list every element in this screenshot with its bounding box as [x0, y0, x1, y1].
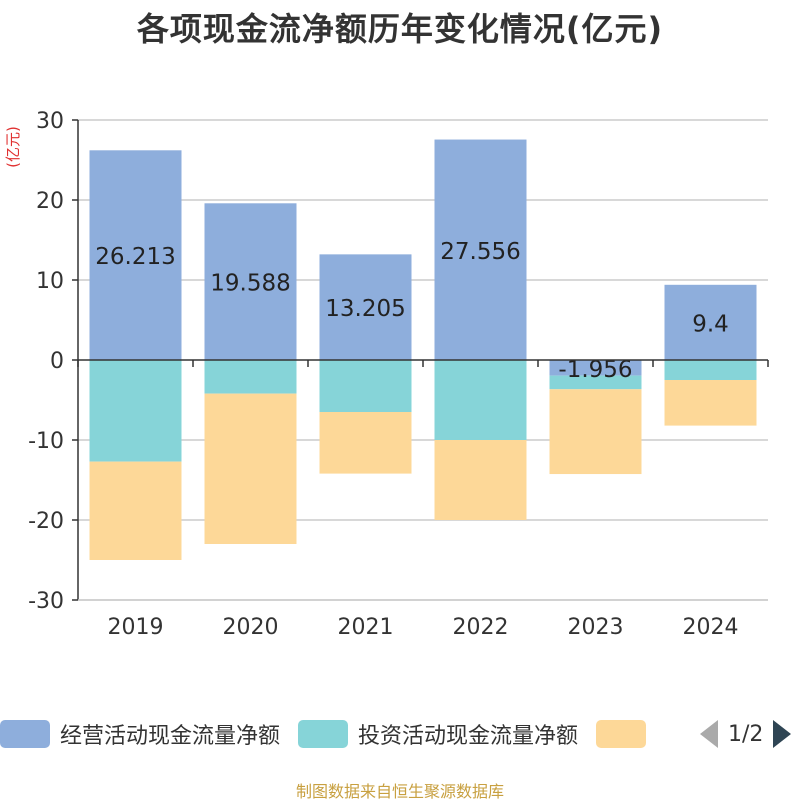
bar-s0-2021	[319, 254, 412, 360]
legend-label-operating: 经营活动现金流量净额	[60, 724, 281, 749]
bar-s1-2019	[89, 360, 182, 462]
data-label-2019: 26.213	[95, 244, 175, 270]
legend-swatch-investing	[298, 720, 349, 748]
legend-item-operating[interactable]: 经营活动现金流量净额	[0, 718, 280, 750]
y-tick-label-0: 0	[50, 349, 64, 374]
legend-pager: 1/2	[700, 716, 792, 752]
bar-s1-2020	[204, 360, 297, 394]
x-tick-label-2021: 2021	[338, 615, 394, 640]
bar-s2-2022	[434, 440, 527, 520]
pager-prev-icon[interactable]	[700, 720, 718, 748]
bar-s2-2019	[89, 461, 182, 560]
pager-text: 1/2	[728, 721, 764, 747]
legend-item-investing[interactable]: 投资活动现金流量净额	[298, 718, 578, 750]
y-tick-label--30: -30	[28, 589, 64, 614]
bar-s0-2024	[664, 284, 757, 360]
y-tick-label-20: 20	[36, 189, 64, 214]
bar-s2-2020	[204, 393, 297, 544]
footer-source: 制图数据来自恒生聚源数据库	[295, 782, 504, 801]
legend[interactable]: 经营活动现金流量净额 投资活动现金流量净额	[0, 716, 674, 752]
bar-s0-2023	[549, 360, 642, 376]
data-label-2023: -1.956	[558, 357, 632, 383]
data-label-2020: 19.588	[210, 271, 290, 297]
bar-s1-2022	[434, 360, 527, 440]
bar-s0-2019	[89, 150, 182, 360]
bar-s0-2022	[434, 139, 527, 360]
data-label-2021: 13.205	[325, 296, 405, 322]
bar-s0-2020	[204, 203, 297, 360]
x-tick-label-2024: 2024	[683, 615, 739, 640]
y-unit-label: (亿元)	[4, 126, 22, 168]
y-tick-label-10: 10	[36, 269, 64, 294]
bar-s2-2021	[319, 412, 412, 474]
bar-s2-2023	[549, 389, 642, 475]
legend-label-investing: 投资活动现金流量净额	[358, 724, 579, 749]
y-tick-label-30: 30	[36, 109, 64, 134]
x-tick-label-2023: 2023	[568, 615, 624, 640]
x-tick-label-2019: 2019	[108, 615, 164, 640]
chart-title: 各项现金流净额历年变化情况(亿元)	[136, 10, 664, 48]
legend-swatch-operating	[0, 720, 50, 748]
legend-item-financing[interactable]	[596, 720, 656, 748]
chart-area: 30 20 10 0 -10 -20 -30 (亿元) 26.213 19.588 13.205 27…	[4, 109, 769, 640]
data-label-2022: 27.556	[440, 239, 520, 265]
pager-next-icon[interactable]	[773, 720, 792, 748]
x-tick-label-2022: 2022	[453, 615, 509, 640]
bar-s1-2021	[319, 360, 412, 412]
data-label-2024: 9.4	[692, 311, 729, 337]
x-tick-label-2020: 2020	[223, 615, 279, 640]
legend-swatch-financing	[596, 720, 647, 748]
y-tick-label--20: -20	[28, 509, 64, 534]
bar-s2-2024	[664, 380, 757, 426]
y-tick-label--10: -10	[28, 429, 64, 454]
bar-s1-2024	[664, 360, 757, 380]
bar-s1-2023	[549, 375, 642, 390]
